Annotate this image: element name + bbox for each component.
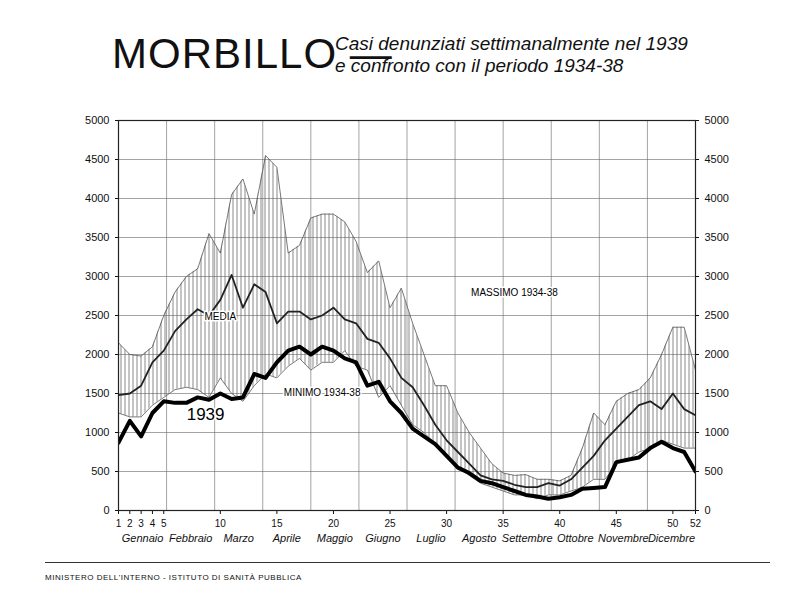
svg-text:500: 500 — [91, 465, 109, 477]
svg-text:Novembre: Novembre — [598, 532, 649, 544]
html-text:MORBILLO —: MORBILLO — — [112, 30, 393, 77]
svg-text:1000: 1000 — [705, 426, 729, 438]
svg-text:5000: 5000 — [85, 114, 109, 126]
svg-text:1939: 1939 — [187, 405, 225, 424]
svg-text:Luglio: Luglio — [416, 532, 445, 544]
svg-text:1500: 1500 — [85, 387, 109, 399]
svg-text:MASSIMO 1934-38: MASSIMO 1934-38 — [471, 287, 558, 298]
svg-text:5: 5 — [161, 518, 167, 529]
svg-text:Febbraio: Febbraio — [169, 532, 212, 544]
svg-text:Ottobre: Ottobre — [557, 532, 594, 544]
svg-text:45: 45 — [611, 518, 623, 529]
svg-text:40: 40 — [554, 518, 566, 529]
svg-text:2000: 2000 — [85, 348, 109, 360]
svg-text:0: 0 — [705, 504, 711, 516]
svg-text:1500: 1500 — [705, 387, 729, 399]
svg-text:MINIMO 1934-38: MINIMO 1934-38 — [284, 387, 361, 398]
svg-text:2: 2 — [127, 518, 133, 529]
svg-text:Maggio: Maggio — [317, 532, 353, 544]
svg-text:4000: 4000 — [705, 192, 729, 204]
svg-text:Giugno: Giugno — [365, 532, 400, 544]
svg-text:2500: 2500 — [705, 309, 729, 321]
svg-text:20: 20 — [328, 518, 340, 529]
svg-text:4000: 4000 — [85, 192, 109, 204]
svg-text:3000: 3000 — [705, 270, 729, 282]
svg-text:5000: 5000 — [705, 114, 729, 126]
svg-text:3000: 3000 — [85, 270, 109, 282]
html-text:Casi denunziati settimanalment: Casi denunziati settimanalmente nel 1939 — [335, 33, 688, 54]
svg-text:25: 25 — [384, 518, 396, 529]
svg-text:Agosto: Agosto — [461, 532, 496, 544]
svg-text:50: 50 — [667, 518, 679, 529]
svg-text:30: 30 — [441, 518, 453, 529]
svg-text:52: 52 — [690, 518, 702, 529]
svg-text:1000: 1000 — [85, 426, 109, 438]
svg-text:2000: 2000 — [705, 348, 729, 360]
svg-text:Marzo: Marzo — [223, 532, 254, 544]
svg-text:Dicembre: Dicembre — [648, 532, 695, 544]
svg-text:35: 35 — [498, 518, 510, 529]
svg-text:3: 3 — [138, 518, 144, 529]
svg-text:MEDIA: MEDIA — [204, 311, 236, 322]
svg-text:4500: 4500 — [85, 153, 109, 165]
svg-text:4500: 4500 — [705, 153, 729, 165]
svg-text:Gennaio: Gennaio — [122, 532, 164, 544]
svg-text:3500: 3500 — [705, 231, 729, 243]
svg-text:Settembre: Settembre — [502, 532, 553, 544]
svg-text:Aprile: Aprile — [272, 532, 301, 544]
html-text:e confronto con il periodo 193: e confronto con il periodo 1934-38 — [335, 55, 624, 76]
svg-text:1: 1 — [116, 518, 122, 529]
svg-text:500: 500 — [705, 465, 723, 477]
svg-text:3500: 3500 — [85, 231, 109, 243]
svg-text:4: 4 — [150, 518, 156, 529]
html-text:MINISTERO DELL'INTERNO - ISTIT: MINISTERO DELL'INTERNO - ISTITUTO DI SAN… — [45, 573, 302, 582]
svg-text:10: 10 — [215, 518, 227, 529]
svg-text:2500: 2500 — [85, 309, 109, 321]
svg-text:0: 0 — [103, 504, 109, 516]
svg-text:15: 15 — [271, 518, 283, 529]
